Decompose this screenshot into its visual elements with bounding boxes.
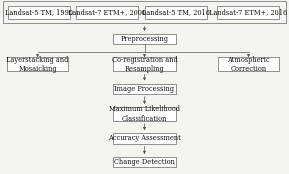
FancyBboxPatch shape	[8, 6, 70, 19]
Text: Co-registration and
Resampling: Co-registration and Resampling	[112, 56, 177, 73]
FancyBboxPatch shape	[113, 157, 176, 167]
Text: Change Detection: Change Detection	[114, 158, 175, 166]
FancyBboxPatch shape	[217, 6, 279, 19]
Text: Accuracy Assessment: Accuracy Assessment	[108, 134, 181, 142]
FancyBboxPatch shape	[113, 34, 176, 44]
Text: Atmospheric
Correction: Atmospheric Correction	[227, 56, 270, 73]
FancyBboxPatch shape	[145, 6, 208, 19]
FancyBboxPatch shape	[76, 6, 138, 19]
FancyBboxPatch shape	[113, 84, 176, 94]
FancyBboxPatch shape	[113, 107, 176, 121]
Text: Landsat-5 TM, 1990: Landsat-5 TM, 1990	[5, 8, 73, 16]
Text: Image Processing: Image Processing	[114, 85, 175, 93]
Text: Landsat-7 ETM+, 2016: Landsat-7 ETM+, 2016	[209, 8, 287, 16]
FancyBboxPatch shape	[113, 57, 176, 71]
Text: Maximum Likelihood
Classification: Maximum Likelihood Classification	[109, 105, 180, 122]
Text: Preprocessing: Preprocessing	[121, 35, 168, 43]
FancyBboxPatch shape	[113, 133, 176, 144]
Text: Landsat-5 TM, 2010: Landsat-5 TM, 2010	[142, 8, 210, 16]
Text: Landsat-7 ETM+, 2000: Landsat-7 ETM+, 2000	[68, 8, 146, 16]
FancyBboxPatch shape	[218, 57, 279, 71]
FancyBboxPatch shape	[7, 57, 68, 71]
Text: Layerstacking and
Mosaicking: Layerstacking and Mosaicking	[6, 56, 69, 73]
